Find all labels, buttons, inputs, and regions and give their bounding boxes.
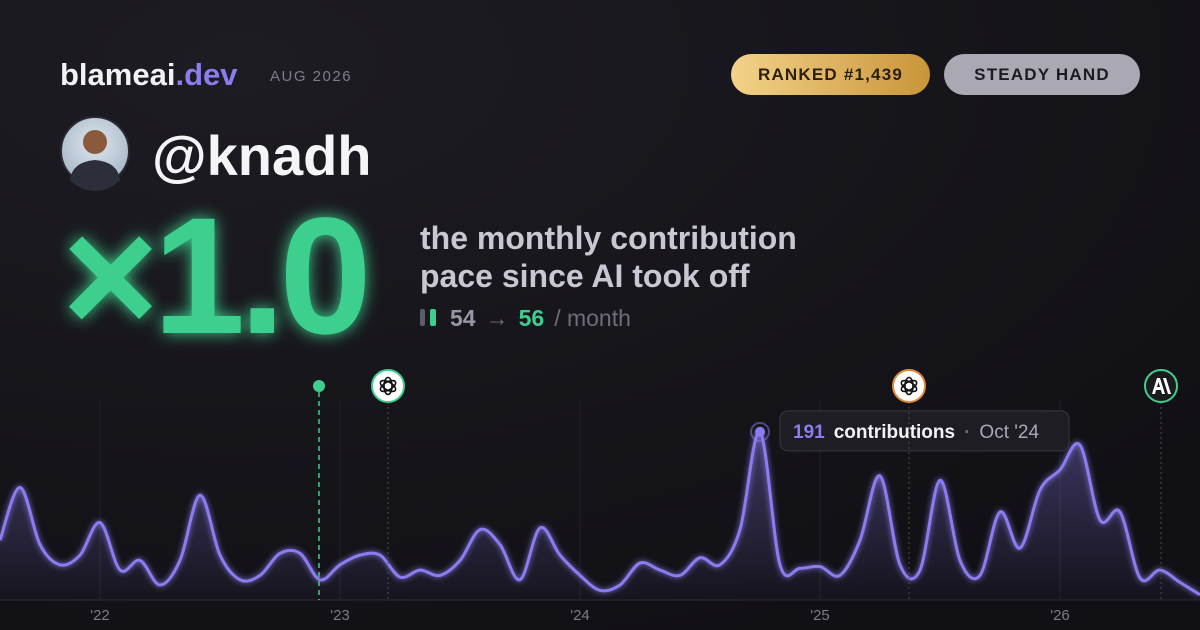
tooltip xyxy=(779,410,1070,452)
peak-ring xyxy=(750,421,770,442)
tooltip-sep: · xyxy=(964,422,970,443)
before-icon xyxy=(420,309,425,326)
pace-before: 54 xyxy=(450,305,476,331)
pace: 54 → 56 / month xyxy=(450,305,631,331)
openai-icon xyxy=(371,369,405,403)
title-text: STEADY HAND xyxy=(974,65,1110,84)
openai-icon xyxy=(892,369,926,403)
avatar xyxy=(60,116,130,191)
event-markers xyxy=(313,369,1178,600)
brand: blameai.dev xyxy=(60,57,238,92)
tooltip-text: 191 contributions · Oct '24 xyxy=(793,422,1039,443)
line xyxy=(0,430,1200,596)
area xyxy=(0,431,1200,600)
chart: '22 '23 '24 '25 '26 191 contributions · Oct '24 xyxy=(0,400,1200,624)
tooltip-unit: contributions xyxy=(834,422,955,443)
x-tick-label: '22 xyxy=(90,607,110,624)
rank-badge xyxy=(731,54,930,95)
handle: @knadh xyxy=(152,124,372,187)
x-tick-label: '24 xyxy=(570,607,590,624)
x-tick-label: '25 xyxy=(810,607,830,624)
tooltip-value: 191 xyxy=(793,422,825,443)
rank-text: RANKED #1,439 xyxy=(758,65,903,84)
multiplier: ×1.0 xyxy=(62,184,366,369)
date: AUG 2026 xyxy=(270,68,352,85)
pace-unit: / month xyxy=(554,305,631,331)
x-tick-label: '26 xyxy=(1050,607,1070,624)
arrow: → xyxy=(486,305,509,331)
peak-dot xyxy=(755,426,765,437)
pace-after: 56 xyxy=(519,305,545,331)
brand-tld: .dev xyxy=(175,57,238,92)
brand-name: blameai xyxy=(60,57,175,92)
title-badge xyxy=(944,54,1140,95)
caption-line: pace since AI took off xyxy=(420,258,750,294)
caption-line: the monthly contribution xyxy=(420,220,797,256)
tooltip-date: Oct '24 xyxy=(979,422,1039,443)
anthropic-icon xyxy=(1144,369,1178,403)
x-tick-label: '23 xyxy=(330,607,350,624)
after-icon xyxy=(430,309,436,326)
takeoff-dot xyxy=(313,380,325,392)
